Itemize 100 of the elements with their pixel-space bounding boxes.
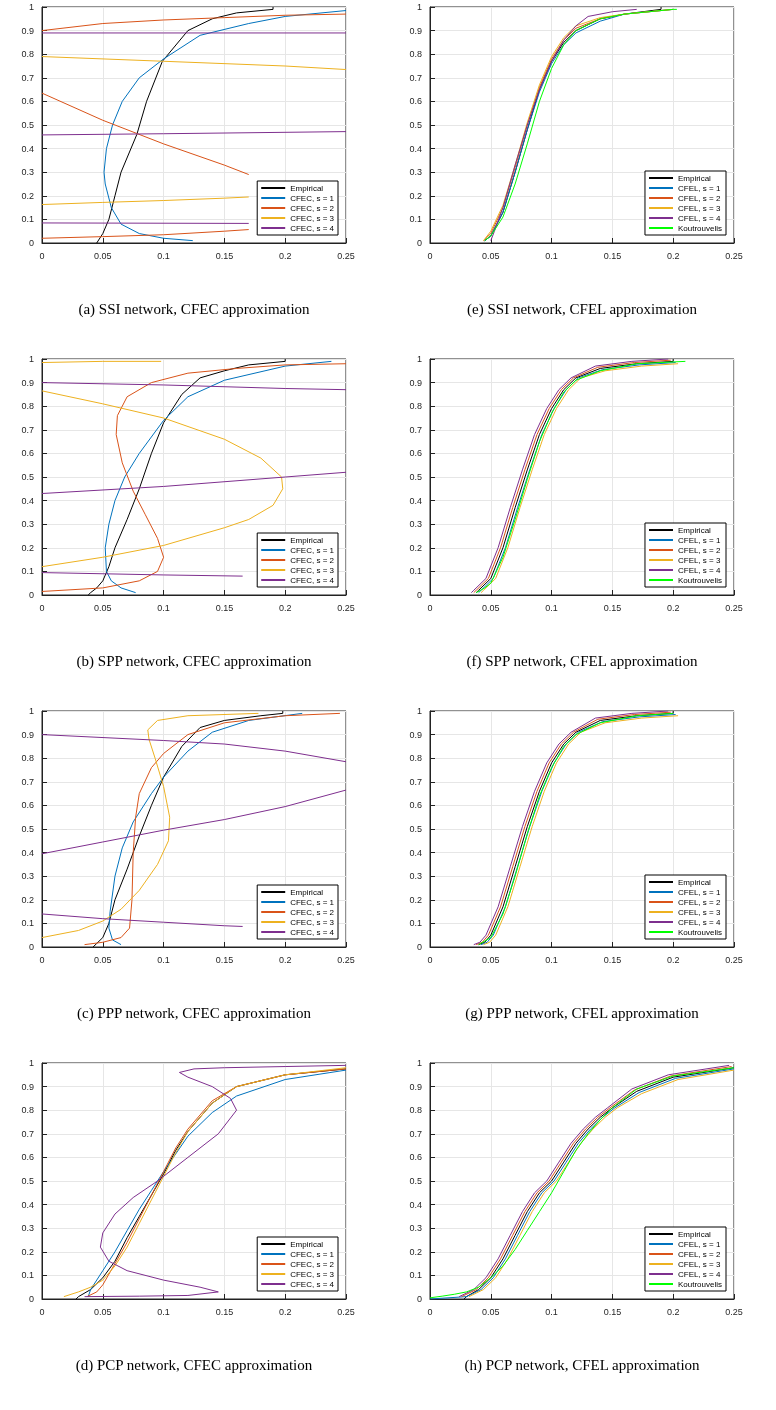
x-tick-label: 0.15 [603,602,622,613]
legend-label: CFEL, s = 2 [677,545,721,555]
legend-label: Empirical [677,1229,712,1239]
y-tick-label: 0.2 [21,542,34,553]
y-tick-label: 0.1 [409,214,422,225]
legend-label: CFEC, s = 2 [290,907,335,917]
y-tick-label: 0.5 [409,120,422,130]
y-tick-label: 0.2 [409,894,422,905]
y-tick-label: 0.4 [21,495,34,506]
x-tick-label: 0.1 [545,602,558,613]
legend-label: Koutrouvelis [677,1279,723,1289]
x-tick-label: 0 [427,602,433,613]
y-tick-label: 0.7 [409,424,422,435]
y-tick-label: 0.1 [409,1270,422,1281]
y-tick-label: 0.7 [21,424,34,435]
legend-label: CFEC, s = 1 [290,193,335,203]
y-tick-label: 0.6 [21,1152,34,1163]
x-tick-label: 0.25 [725,602,743,613]
legend-label: CFEL, s = 3 [677,907,721,917]
y-tick-label: 1 [416,1058,422,1068]
y-tick-label: 0.3 [409,519,422,530]
y-tick-label: 1 [28,706,34,716]
legend-label: Empirical [290,535,324,545]
legend-label: CFEC, s = 3 [290,1269,335,1279]
y-tick-label: 0.1 [21,1270,34,1281]
y-tick-label: 0.1 [409,566,422,577]
x-tick-label: 0 [427,1306,433,1317]
legend-label: CFEL, s = 2 [677,1249,721,1259]
y-tick-label: 0.2 [409,542,422,553]
legend-label: CFEC, s = 1 [290,897,335,907]
y-tick-label: 1 [416,354,422,364]
y-tick-label: 0 [28,1294,34,1304]
legend-label: Empirical [290,183,324,193]
legend-label: Koutrouvelis [677,223,723,233]
y-tick-label: 0.7 [21,72,34,83]
y-tick-label: 1 [28,1058,34,1068]
y-tick-label: 0.9 [21,377,34,388]
y-tick-label: 0.6 [409,1152,422,1163]
x-tick-label: 0.2 [278,250,292,261]
y-tick-label: 0.8 [21,753,34,764]
y-tick-label: 0.5 [409,1176,422,1186]
legend-label: CFEL, s = 1 [677,183,721,193]
y-tick-label: 0.2 [21,1246,34,1257]
y-tick-label: 0.5 [21,824,34,834]
y-tick-label: 0.4 [409,1199,422,1210]
y-tick-label: 0 [28,238,34,248]
y-tick-label: 0.2 [21,894,34,905]
legend-label: CFEC, s = 4 [290,927,335,937]
y-tick-label: 0.1 [21,214,34,225]
x-tick-label: 0 [39,1306,45,1317]
text: (d) PCP network, CFEC approximation [75,1356,313,1374]
legend-label: CFEC, s = 2 [290,1259,335,1269]
text: (h) PCP network, CFEL approximation [464,1356,701,1374]
text: (f) SPP network, CFEL approximation [466,652,698,670]
y-tick-label: 0.5 [21,1176,34,1186]
legend-label: CFEC, s = 2 [290,555,335,565]
x-tick-label: 0.05 [482,250,500,261]
y-tick-label: 0.8 [409,1105,422,1116]
y-tick-label: 0.4 [21,1199,34,1210]
y-tick-label: 0 [28,942,34,952]
y-tick-label: 0.1 [409,918,422,929]
x-tick-label: 0.05 [482,954,500,965]
legend-label: Koutrouvelis [677,927,723,937]
legend-label: CFEC, s = 3 [290,917,335,927]
text: (g) PPP network, CFEL approximation [465,1004,700,1022]
x-tick-label: 0.15 [603,250,622,261]
legend-label: CFEL, s = 1 [677,535,721,545]
y-tick-label: 0.8 [409,753,422,764]
legend-label: Koutrouvelis [677,575,723,585]
y-tick-label: 0.7 [409,776,422,787]
y-tick-label: 0.3 [409,1223,422,1234]
x-tick-label: 0.25 [725,1306,743,1317]
y-tick-label: 0.9 [21,1081,34,1092]
x-tick-label: 0.25 [337,954,355,965]
x-tick-label: 0.1 [545,250,558,261]
x-tick-label: 0.25 [725,954,743,965]
x-tick-label: 0 [39,602,45,613]
y-tick-label: 0.6 [21,800,34,811]
x-tick-label: 0.2 [278,602,292,613]
x-tick-label: 0.1 [157,250,170,261]
legend-label: CFEL, s = 4 [677,565,721,575]
y-tick-label: 0 [416,238,422,248]
y-tick-label: 0.9 [409,729,422,740]
y-tick-label: 0.4 [409,495,422,506]
x-tick-label: 0.05 [482,1306,500,1317]
y-tick-label: 1 [416,2,422,12]
x-tick-label: 0.1 [157,1306,170,1317]
text: (b) SPP network, CFEC approximation [76,652,312,670]
y-tick-label: 0.2 [409,1246,422,1257]
x-tick-label: 0.2 [666,250,680,261]
legend-label: CFEC, s = 1 [290,545,335,555]
y-tick-label: 0.9 [21,25,34,36]
y-tick-label: 0 [416,590,422,600]
text: (e) SSI network, CFEL approximation [467,300,698,318]
x-tick-label: 0.05 [94,954,112,965]
y-tick-label: 0.2 [409,190,422,201]
x-tick-label: 0.1 [157,954,170,965]
x-tick-label: 0.25 [337,602,355,613]
y-tick-label: 0.7 [21,1128,34,1139]
y-tick-label: 0.5 [409,472,422,482]
